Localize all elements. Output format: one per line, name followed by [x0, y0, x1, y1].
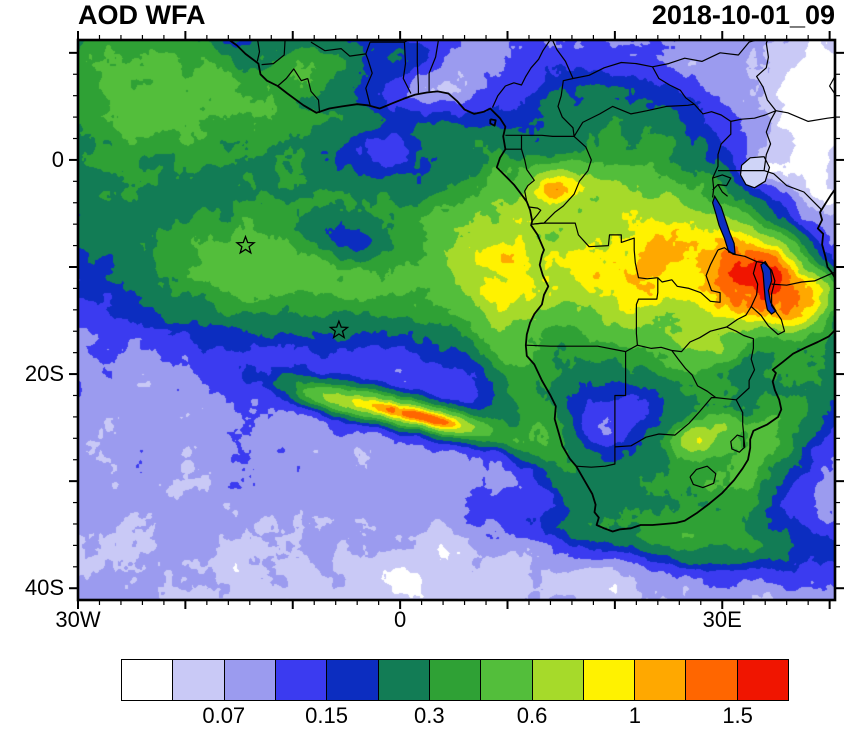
colorbar	[121, 659, 789, 701]
colorbar-tick-label: 0.3	[414, 703, 445, 728]
lon-tick-label: 30E	[702, 607, 742, 632]
colorbar-cell	[583, 660, 636, 700]
colorbar-cell	[429, 660, 482, 700]
colorbar-cell	[173, 660, 225, 700]
colorbar-tick-label: 1.5	[722, 703, 753, 728]
colorbar-tick-label: 0.07	[202, 703, 246, 728]
colorbar-tick-label: 0.15	[305, 703, 348, 728]
colorbar-cell	[686, 660, 738, 700]
colorbar-cell	[737, 660, 789, 700]
aod-field-canvas	[78, 40, 835, 600]
colorbar-cell	[378, 660, 430, 700]
colorbar-tick-label: 0.6	[516, 703, 548, 728]
colorbar-cell	[122, 660, 174, 700]
colorbar-cell	[275, 660, 328, 700]
lat-tick-label: 0	[51, 146, 64, 172]
lon-tick-label: 30W	[55, 607, 101, 632]
colorbar-cell	[532, 660, 584, 700]
colorbar-cell	[481, 660, 533, 700]
plot-title: AOD WFA	[78, 0, 206, 30]
lon-tick-label: 0	[394, 607, 407, 632]
colorbar-tick-label: 1	[628, 703, 641, 728]
lat-tick-label: 20S	[24, 361, 64, 387]
colorbar-cell	[635, 660, 687, 700]
plot-timestamp: 2018-10-01_09	[651, 0, 835, 30]
colorbar-cell	[327, 660, 379, 700]
lat-tick-label: 40S	[24, 575, 64, 601]
colorbar-cell	[224, 660, 276, 700]
